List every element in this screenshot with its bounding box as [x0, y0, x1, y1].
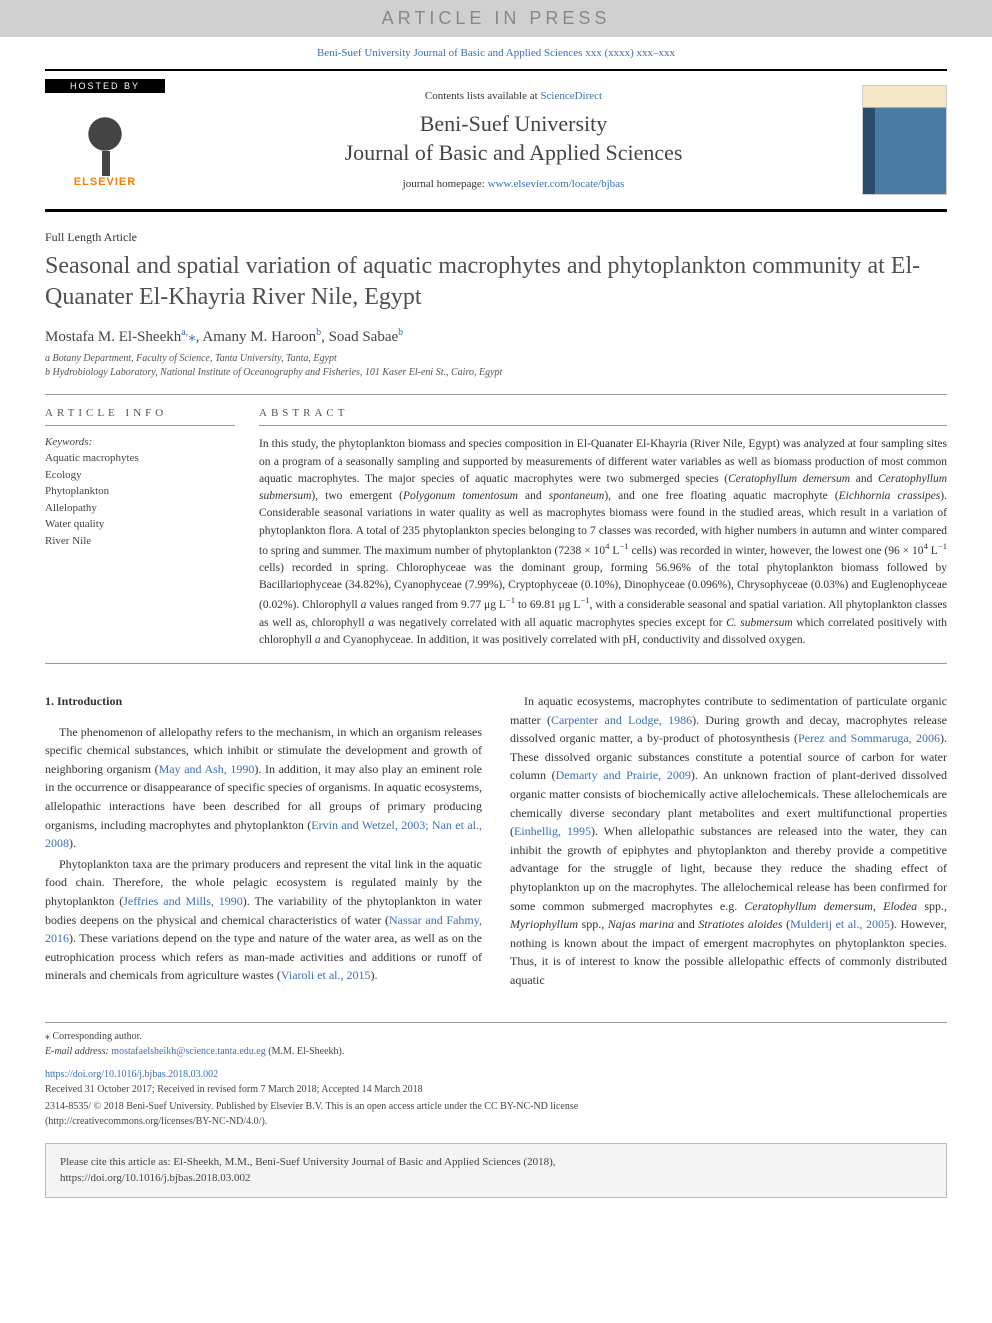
- body-columns: 1. Introduction The phenomenon of allelo…: [45, 692, 947, 992]
- license-line1: 2314-8535/ © 2018 Beni-Suef University. …: [45, 1099, 947, 1114]
- footer-block: ⁎ Corresponding author. E-mail address: …: [45, 1022, 947, 1129]
- cite-line2: https://doi.org/10.1016/j.bjbas.2018.03.…: [60, 1170, 932, 1187]
- article-in-press-banner: ARTICLE IN PRESS: [0, 0, 992, 37]
- body-left-col: 1. Introduction The phenomenon of allelo…: [45, 692, 482, 992]
- doi-line: https://doi.org/10.1016/j.bjbas.2018.03.…: [45, 1067, 947, 1082]
- journal-header: HOSTED BY ELSEVIER Contents lists availa…: [45, 69, 947, 212]
- received-line: Received 31 October 2017; Received in re…: [45, 1082, 947, 1097]
- abstract-text: In this study, the phytoplankton biomass…: [259, 436, 947, 649]
- intro-heading: 1. Introduction: [45, 692, 482, 711]
- body-paragraph: In aquatic ecosystems, macrophytes contr…: [510, 692, 947, 990]
- elsevier-wordmark: ELSEVIER: [74, 176, 136, 188]
- journal-cover-thumb: [862, 85, 947, 195]
- keyword: Aquatic macrophytes: [45, 450, 235, 467]
- homepage-prefix: journal homepage:: [403, 178, 488, 190]
- keyword: River Nile: [45, 533, 235, 550]
- sciencedirect-link[interactable]: ScienceDirect: [540, 90, 602, 102]
- affiliations: a Botany Department, Faculty of Science,…: [45, 352, 947, 380]
- body-paragraph: Phytoplankton taxa are the primary produ…: [45, 855, 482, 985]
- header-center: Contents lists available at ScienceDirec…: [165, 90, 862, 189]
- authors: Mostafa M. El-Sheekha,⁎, Amany M. Haroon…: [45, 327, 947, 346]
- affiliation-b: b Hydrobiology Laboratory, National Inst…: [45, 366, 947, 380]
- article-title: Seasonal and spatial variation of aquati…: [45, 251, 947, 313]
- affiliation-a: a Botany Department, Faculty of Science,…: [45, 352, 947, 366]
- abstract-header: ABSTRACT: [259, 407, 947, 426]
- license-line2: (http://creativecommons.org/licenses/BY-…: [45, 1114, 947, 1129]
- email-link[interactable]: mostafaelsheikh@science.tanta.edu.eg: [111, 1046, 265, 1057]
- abstract-column: ABSTRACT In this study, the phytoplankto…: [259, 407, 947, 649]
- email-suffix: (M.M. El-Sheekh).: [266, 1046, 345, 1057]
- article-type: Full Length Article: [45, 230, 947, 245]
- homepage-link[interactable]: www.elsevier.com/locate/bjbas: [488, 178, 625, 190]
- keywords-list: Aquatic macrophytes Ecology Phytoplankto…: [45, 450, 235, 549]
- cite-line1: Please cite this article as: El-Sheekh, …: [60, 1154, 932, 1171]
- hosted-by-block: HOSTED BY ELSEVIER: [45, 79, 165, 201]
- keywords-label: Keywords:: [45, 436, 235, 448]
- corresponding-author: ⁎ Corresponding author.: [45, 1029, 947, 1044]
- doi-link[interactable]: https://doi.org/10.1016/j.bjbas.2018.03.…: [45, 1069, 218, 1080]
- divider-mid: [45, 663, 947, 664]
- journal-line1: Beni-Suef University: [420, 111, 608, 136]
- cite-box: Please cite this article as: El-Sheekh, …: [45, 1143, 947, 1198]
- article-info: ARTICLE INFO Keywords: Aquatic macrophyt…: [45, 407, 235, 649]
- citation-header: Beni-Suef University Journal of Basic an…: [0, 37, 992, 69]
- article-info-header: ARTICLE INFO: [45, 407, 235, 426]
- email-line: E-mail address: mostafaelsheikh@science.…: [45, 1044, 947, 1059]
- body-right-col: In aquatic ecosystems, macrophytes contr…: [510, 692, 947, 992]
- info-abstract-row: ARTICLE INFO Keywords: Aquatic macrophyt…: [45, 407, 947, 649]
- contents-prefix: Contents lists available at: [425, 90, 540, 102]
- divider-top: [45, 394, 947, 395]
- body-paragraph: The phenomenon of allelopathy refers to …: [45, 723, 482, 853]
- contents-line: Contents lists available at ScienceDirec…: [185, 90, 842, 102]
- hosted-by-label: HOSTED BY: [45, 79, 165, 93]
- keyword: Phytoplankton: [45, 483, 235, 500]
- journal-line2: Journal of Basic and Applied Sciences: [345, 140, 683, 165]
- elsevier-tree-icon: [70, 106, 140, 176]
- email-label: E-mail address:: [45, 1046, 111, 1057]
- keyword: Allelopathy: [45, 500, 235, 517]
- keyword: Water quality: [45, 516, 235, 533]
- journal-name: Beni-Suef University Journal of Basic an…: [185, 110, 842, 167]
- journal-homepage: journal homepage: www.elsevier.com/locat…: [185, 178, 842, 190]
- elsevier-logo: ELSEVIER: [55, 97, 155, 197]
- keyword: Ecology: [45, 467, 235, 484]
